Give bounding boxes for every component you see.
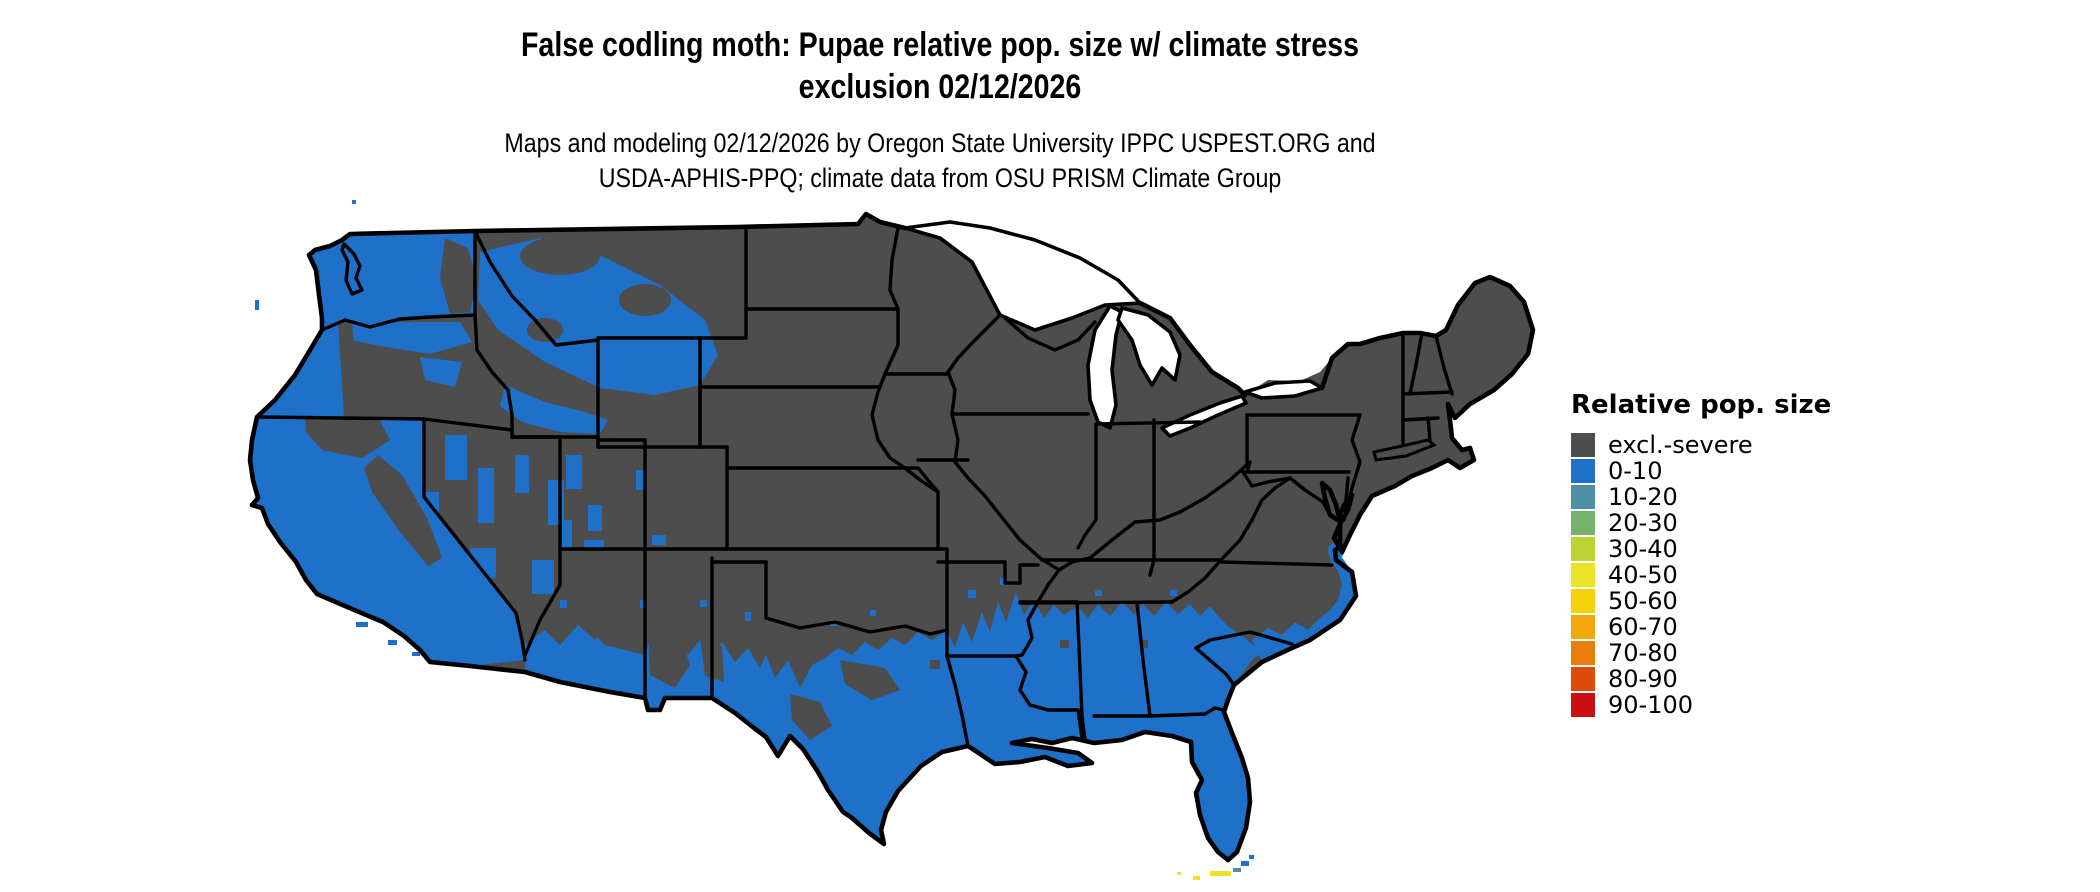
map-subtitle-line2: USDA-APHIS-PPQ; climate data from OSU PR… (598, 163, 1282, 193)
legend-label: 0-10 (1608, 457, 1663, 485)
legend-item: 30-40 (1571, 537, 1831, 561)
legend-label: 40-50 (1608, 561, 1678, 589)
lake-superior (903, 220, 1142, 332)
legend-label: 10-20 (1608, 483, 1678, 511)
map-subtitle: Maps and modeling 02/12/2026 by Oregon S… (132, 126, 1749, 196)
legend-swatch-10-20 (1571, 485, 1595, 509)
legend-label: 70-80 (1608, 639, 1678, 667)
legend-swatch-20-30 (1571, 511, 1595, 535)
legend-label: 90-100 (1608, 691, 1694, 719)
excluded-mountain-overlays (305, 237, 1148, 740)
legend-item: 0-10 (1571, 459, 1831, 483)
florida-keys (1177, 855, 1254, 880)
legend-item: 20-30 (1571, 511, 1831, 535)
legend-label: 20-30 (1608, 509, 1678, 537)
legend-label: 80-90 (1608, 665, 1678, 693)
map-title: False codling moth: Pupae relative pop. … (150, 24, 1729, 108)
legend-item: 40-50 (1571, 563, 1831, 587)
legend-swatch-excl.-severe (1571, 433, 1595, 457)
lake-michigan (1086, 304, 1124, 430)
legend-item: 10-20 (1571, 485, 1831, 509)
legend-label: 30-40 (1608, 535, 1678, 563)
lake-erie (1160, 394, 1248, 438)
long-island (1372, 438, 1437, 462)
legend-label: 50-60 (1608, 587, 1678, 615)
legend: Relative pop. size excl.-severe 0-10 10-20… (1571, 390, 1831, 719)
lake-huron (1116, 306, 1182, 387)
legend-swatch-90-100 (1571, 693, 1595, 717)
map-title-line1: False codling moth: Pupae relative pop. … (520, 26, 1360, 64)
great-lakes (903, 220, 1324, 438)
legend-swatch-40-50 (1571, 563, 1595, 587)
map-subtitle-line1: Maps and modeling 02/12/2026 by Oregon S… (504, 128, 1376, 158)
legend-swatch-80-90 (1571, 667, 1595, 691)
legend-swatch-60-70 (1571, 615, 1595, 639)
us-outline (247, 211, 1536, 863)
map-title-line2: exclusion 02/12/2026 (798, 68, 1082, 106)
legend-label: excl.-severe (1608, 431, 1753, 459)
legend-item: 80-90 (1571, 667, 1831, 691)
legend-swatch-50-60 (1571, 589, 1595, 613)
legend-item: 60-70 (1571, 615, 1831, 639)
legend-item: excl.-severe (1571, 433, 1831, 457)
legend-item: 70-80 (1571, 641, 1831, 665)
legend-swatch-70-80 (1571, 641, 1595, 665)
legend-item: 50-60 (1571, 589, 1831, 613)
legend-swatch-0-10 (1571, 459, 1595, 483)
legend-rows: excl.-severe 0-10 10-20 20-30 30-40 40-50 50-6… (1571, 433, 1831, 717)
legend-swatch-30-40 (1571, 537, 1595, 561)
legend-label: 60-70 (1608, 613, 1678, 641)
legend-item: 90-100 (1571, 693, 1831, 717)
legend-title: Relative pop. size (1571, 390, 1832, 420)
state-borders (255, 225, 1454, 748)
